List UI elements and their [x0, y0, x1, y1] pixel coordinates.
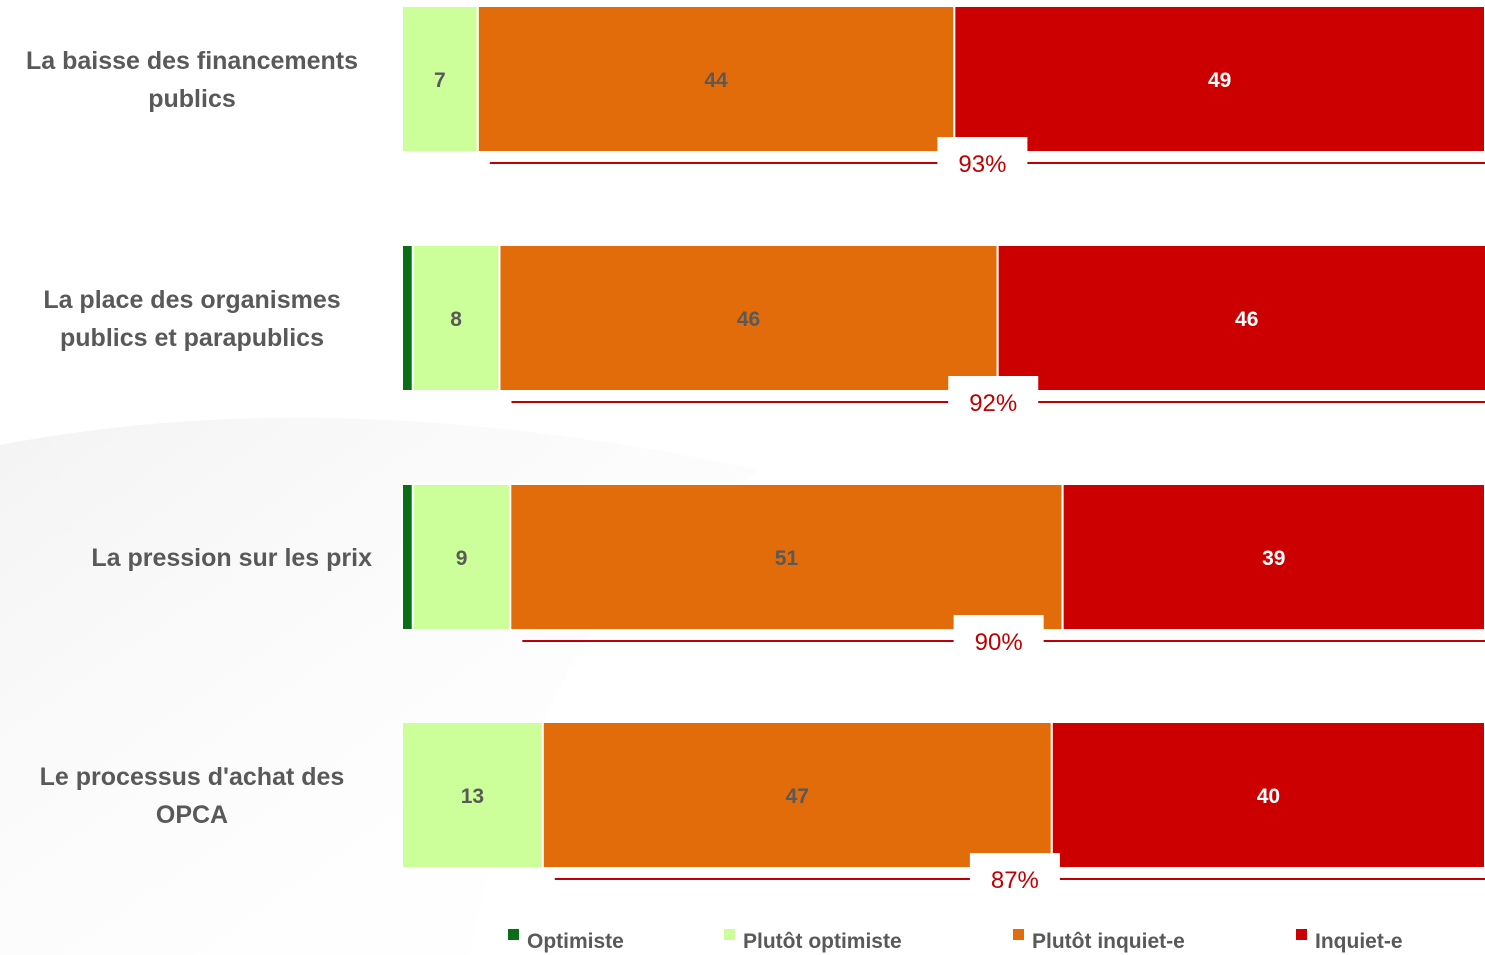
- legend-swatch: [724, 929, 735, 940]
- data-label: 46: [1235, 308, 1258, 331]
- legend-swatch: [1013, 929, 1024, 940]
- bar-segment-plut-t-inquiet-e: [498, 244, 999, 392]
- data-label: 44: [704, 69, 728, 92]
- bar-segment-inquiet-e: [996, 244, 1485, 392]
- total-label-box: [969, 853, 1060, 907]
- bar-segment-plut-t-inquiet-e: [509, 483, 1064, 631]
- legend-label: Optimiste: [527, 930, 624, 953]
- total-label-box: [948, 376, 1039, 430]
- category-label: Le processus d'achat des OPCA: [40, 763, 345, 829]
- bar-segment-inquiet-e: [1061, 483, 1485, 631]
- data-label: 47: [786, 785, 809, 808]
- total-label: 87%: [991, 867, 1039, 894]
- total-label: 93%: [958, 151, 1006, 178]
- legend-swatch: [1296, 929, 1307, 940]
- data-label: 8: [450, 308, 462, 331]
- bar-segment-plut-t-optimiste: [401, 721, 544, 869]
- category-label: La pression sur les prix: [91, 544, 372, 572]
- bar-segment-plut-t-inquiet-e: [541, 721, 1053, 869]
- bar-segment-plut-t-optimiste: [401, 5, 479, 153]
- legend-label: Inquiet-e: [1315, 930, 1403, 953]
- bar-segment-plut-t-optimiste: [411, 483, 512, 631]
- bar-segment-inquiet-e: [1050, 721, 1485, 869]
- legend-label: Plutôt inquiet-e: [1032, 930, 1185, 953]
- data-label: 49: [1208, 69, 1231, 92]
- bar-segment-optimiste: [401, 483, 414, 631]
- category-label: La place des organismes publics et parapu…: [43, 286, 340, 352]
- bar-segment-inquiet-e: [953, 5, 1485, 153]
- total-label-box: [937, 137, 1028, 191]
- legend-swatch: [508, 929, 519, 940]
- data-label: 39: [1262, 547, 1285, 570]
- total-label: 90%: [975, 629, 1023, 656]
- data-label: 7: [434, 69, 446, 92]
- data-label: 9: [456, 547, 468, 570]
- data-label: 40: [1257, 785, 1280, 808]
- data-label: 13: [461, 785, 484, 808]
- data-label: 51: [775, 547, 799, 570]
- legend-label: Plutôt optimiste: [743, 930, 902, 953]
- bar-segment-plut-t-inquiet-e: [476, 5, 956, 153]
- total-label: 92%: [969, 390, 1017, 417]
- total-label-box: [953, 615, 1044, 669]
- bar-segment-optimiste: [401, 244, 414, 392]
- category-label: La baisse des financements publics: [26, 47, 358, 113]
- data-label: 46: [737, 308, 760, 331]
